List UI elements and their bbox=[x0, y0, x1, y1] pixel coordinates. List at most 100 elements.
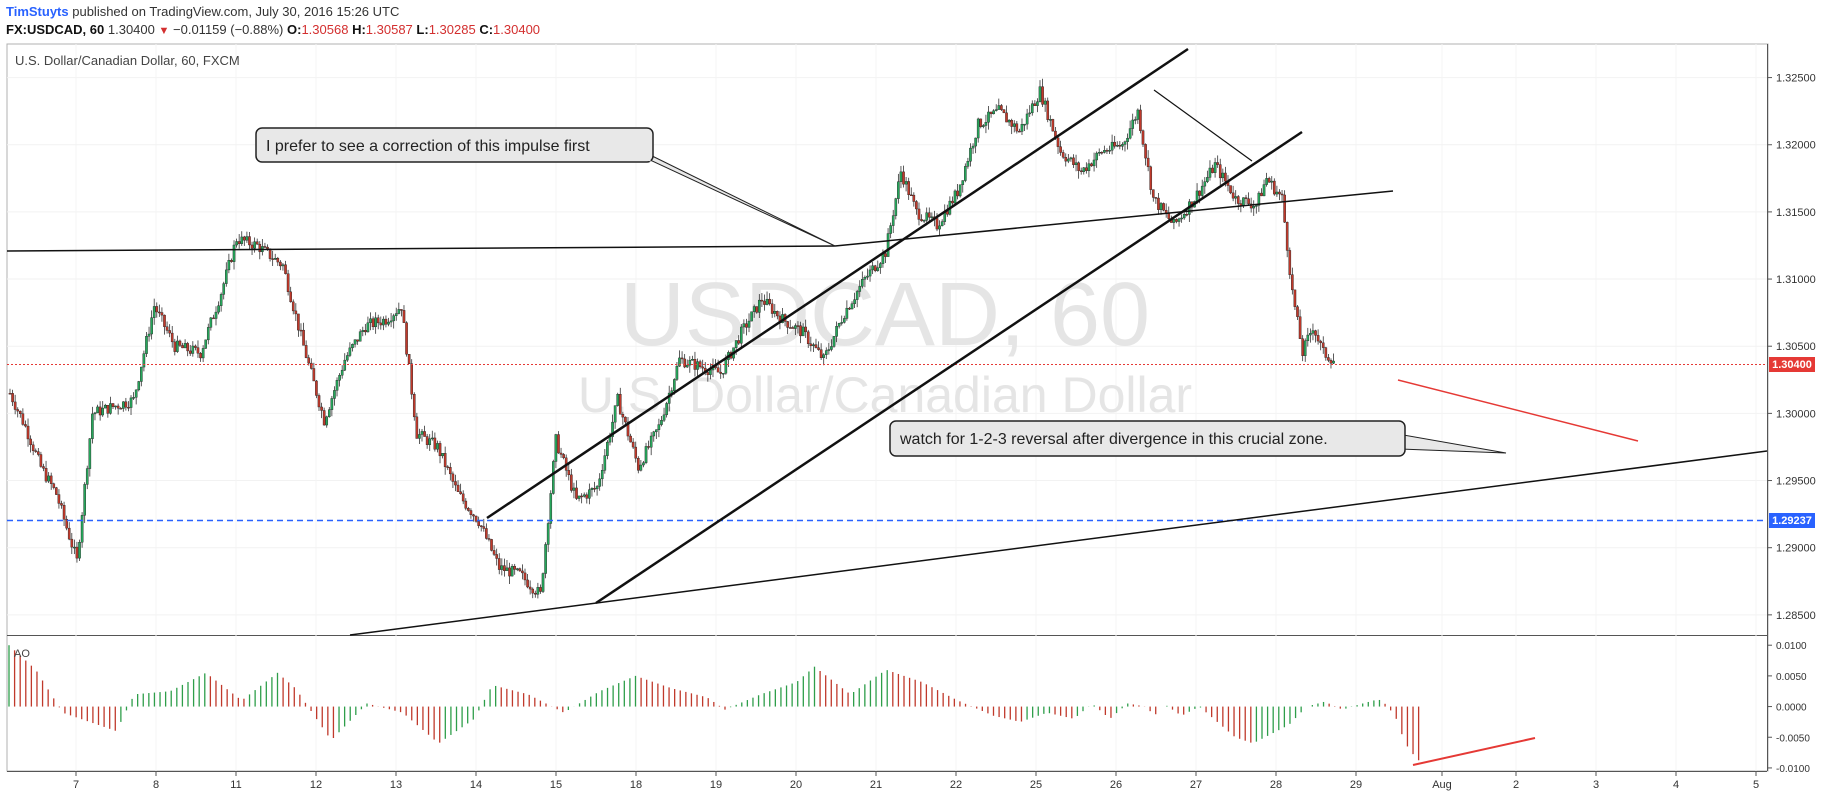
drawings[interactable] bbox=[6, 47, 1768, 766]
author-link[interactable]: TimStuyts bbox=[6, 4, 69, 19]
candle bbox=[317, 393, 321, 411]
candle bbox=[902, 165, 905, 188]
candle bbox=[464, 498, 468, 511]
candle bbox=[194, 344, 197, 351]
candle bbox=[309, 358, 313, 370]
candle bbox=[44, 460, 48, 484]
candle bbox=[1332, 353, 1335, 365]
ao-histogram bbox=[8, 645, 1420, 761]
candle bbox=[88, 437, 92, 477]
candle bbox=[971, 143, 975, 154]
candle bbox=[562, 453, 565, 460]
price-divergence-line[interactable] bbox=[1397, 379, 1639, 442]
candle bbox=[600, 463, 604, 487]
candle bbox=[691, 355, 694, 361]
candle bbox=[183, 339, 187, 349]
candle bbox=[111, 403, 115, 409]
candle bbox=[1231, 185, 1235, 202]
ao-axis[interactable]: 0.0100 0.0050 0.0000 -0.0050 -0.0100 bbox=[1767, 641, 1810, 775]
candle bbox=[37, 448, 40, 457]
candles bbox=[8, 78, 1335, 599]
candle bbox=[801, 323, 805, 337]
candle bbox=[1002, 109, 1006, 114]
callout-reversal[interactable]: watch for 1-2-3 reversal after divergenc… bbox=[889, 420, 1507, 457]
candle bbox=[121, 401, 125, 412]
candle bbox=[431, 430, 434, 441]
candle bbox=[186, 341, 189, 357]
candle bbox=[291, 299, 295, 315]
candle bbox=[752, 304, 756, 318]
candle bbox=[335, 377, 339, 397]
candle bbox=[420, 429, 424, 442]
candle bbox=[297, 313, 300, 337]
candle bbox=[768, 293, 771, 306]
trendline-top[interactable] bbox=[1153, 89, 1253, 162]
price-tick-label: 1.28500 bbox=[1776, 610, 1816, 622]
candle bbox=[662, 407, 666, 423]
candle bbox=[1061, 149, 1065, 159]
candle bbox=[479, 525, 483, 532]
ao-tick-label: -0.0100 bbox=[1776, 764, 1810, 775]
time-axis[interactable]: 7 8 11 12 13 14 15 18 19 20 21 22 25 26 27 28 29 Aug 2 3 4 5 bbox=[73, 771, 1759, 791]
candle bbox=[721, 372, 725, 379]
candle bbox=[397, 302, 401, 315]
candle bbox=[281, 263, 285, 271]
candle bbox=[1126, 133, 1129, 150]
candle bbox=[631, 438, 635, 450]
candle bbox=[1103, 145, 1106, 154]
candle bbox=[116, 403, 120, 415]
candle bbox=[835, 321, 838, 343]
candle bbox=[1329, 358, 1333, 369]
candle bbox=[909, 187, 913, 197]
time-tick-label: 18 bbox=[630, 779, 642, 791]
candle bbox=[436, 440, 439, 453]
candle bbox=[1254, 204, 1258, 214]
candle bbox=[580, 493, 583, 504]
candle bbox=[402, 305, 406, 323]
candle bbox=[853, 292, 856, 309]
time-tick-label: Aug bbox=[1432, 779, 1452, 791]
candle bbox=[109, 396, 112, 415]
candle bbox=[830, 339, 833, 352]
candle bbox=[544, 542, 547, 579]
candle bbox=[523, 568, 527, 586]
candle bbox=[441, 453, 444, 459]
candle bbox=[1000, 104, 1003, 112]
candle bbox=[526, 574, 529, 589]
trendline-resistance[interactable] bbox=[6, 245, 836, 252]
trendline-support[interactable] bbox=[349, 450, 1768, 636]
candle bbox=[943, 204, 947, 226]
candle bbox=[1303, 338, 1307, 362]
candle bbox=[129, 395, 133, 416]
candle bbox=[451, 471, 455, 488]
grid bbox=[7, 44, 1767, 771]
candle bbox=[742, 319, 746, 334]
candle bbox=[62, 501, 66, 526]
channel-upper[interactable] bbox=[486, 47, 1189, 520]
candle bbox=[1218, 158, 1222, 186]
candle bbox=[132, 392, 135, 401]
candle bbox=[1257, 191, 1261, 212]
candle bbox=[763, 294, 766, 311]
candle bbox=[1293, 289, 1297, 310]
candle bbox=[1020, 118, 1024, 135]
ao-divergence-line[interactable] bbox=[1412, 737, 1536, 766]
candle bbox=[1213, 157, 1217, 178]
candle bbox=[572, 482, 576, 499]
callout-correction[interactable]: I prefer to see a correction of this imp… bbox=[255, 127, 836, 247]
candle bbox=[93, 411, 97, 421]
channel-lower[interactable] bbox=[595, 130, 1303, 605]
price-axis[interactable]: 1.28500 1.29000 1.29500 1.30000 1.30500 1.310… bbox=[1767, 73, 1816, 622]
down-arrow-icon: ▼ bbox=[158, 25, 170, 37]
candle bbox=[806, 329, 810, 348]
candle bbox=[858, 280, 862, 298]
neckline[interactable] bbox=[834, 190, 1394, 247]
candle bbox=[400, 309, 403, 317]
symbol-label[interactable]: FX:USDCAD, 60 bbox=[6, 22, 105, 37]
candle bbox=[840, 315, 844, 326]
candle bbox=[879, 261, 882, 274]
candle bbox=[639, 460, 643, 472]
candle bbox=[289, 286, 292, 303]
candle bbox=[1309, 328, 1312, 343]
